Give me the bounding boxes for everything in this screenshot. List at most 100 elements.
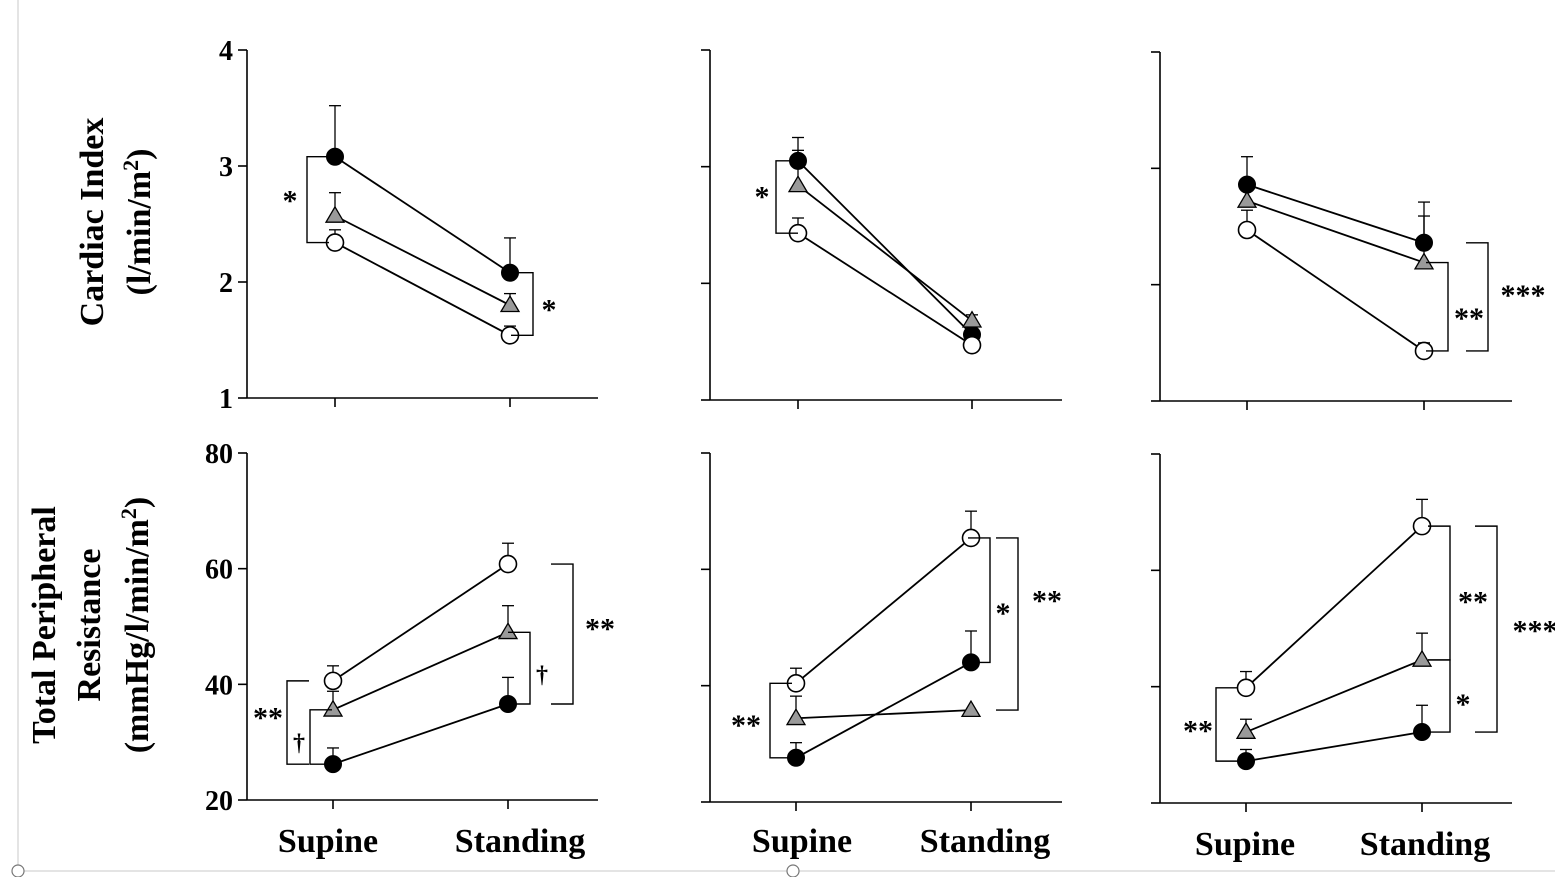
series-line xyxy=(334,215,511,307)
series-line xyxy=(1245,731,1423,763)
category-label-standing: Standing xyxy=(920,823,1050,860)
data-point-gray-triangle xyxy=(961,310,983,328)
y-tick-label: 80 xyxy=(205,439,233,470)
series-line xyxy=(797,232,973,346)
series-line xyxy=(1246,200,1425,264)
resize-handle[interactable] xyxy=(11,864,25,877)
data-point-open-circle xyxy=(1412,516,1432,536)
data-point-open-circle xyxy=(1237,220,1257,240)
significance-label: ** xyxy=(585,613,615,646)
data-point-gray-triangle xyxy=(1411,649,1433,667)
series-line xyxy=(795,537,972,685)
significance-bracket xyxy=(1428,525,1451,661)
significance-bracket xyxy=(309,709,332,765)
chart-panel-bottom-left: 20 40 60 80 ** † † ** xyxy=(205,439,615,817)
data-point-open-circle xyxy=(323,671,343,691)
data-point-filled-circle xyxy=(1238,175,1256,194)
data-point-open-circle xyxy=(325,233,345,252)
significance-label: ** xyxy=(253,702,283,735)
y-tick-label: 1 xyxy=(219,384,233,415)
significance-bracket xyxy=(996,537,1019,711)
y-tick-label: 2 xyxy=(219,268,233,299)
series-line xyxy=(1245,525,1423,689)
data-point-gray-triangle xyxy=(787,175,809,193)
data-point-gray-triangle xyxy=(324,205,346,223)
data-point-gray-triangle xyxy=(1235,721,1257,739)
y-tick-label: 4 xyxy=(219,36,233,67)
data-point-open-circle xyxy=(962,335,982,355)
significance-label: ** xyxy=(731,709,761,742)
y-tick-label: 40 xyxy=(205,670,233,701)
series-line xyxy=(332,703,509,765)
ylabel-bottom-line1: Total Peripheral xyxy=(26,506,63,744)
data-point-filled-circle xyxy=(1413,723,1431,742)
data-point-gray-triangle xyxy=(1413,252,1435,270)
significance-label: * xyxy=(996,597,1011,630)
data-point-filled-circle xyxy=(326,147,344,166)
category-label-supine: Supine xyxy=(278,823,378,860)
ylabel-top-line2: (l/min/m2) xyxy=(118,149,158,296)
category-label-supine: Supine xyxy=(1195,826,1295,863)
ylabel-bottom-line2: Resistance xyxy=(71,549,108,702)
significance-label: * xyxy=(755,181,770,214)
series-line xyxy=(797,184,973,322)
significance-label: ** xyxy=(1454,302,1484,335)
series-line xyxy=(1245,659,1423,733)
significance-bracket xyxy=(551,563,574,705)
series-line xyxy=(795,661,972,759)
series-line xyxy=(332,631,509,711)
category-label-standing: Standing xyxy=(1360,826,1490,863)
significance-bracket xyxy=(1475,525,1498,733)
significance-label: * xyxy=(1456,688,1471,721)
significance-label: * xyxy=(542,294,557,327)
series-line xyxy=(797,160,973,336)
series-line xyxy=(1246,183,1425,244)
y-tick-label: 60 xyxy=(205,555,233,586)
ylabel-top-line1: Cardiac Index xyxy=(74,118,111,327)
data-point-gray-triangle xyxy=(497,622,519,640)
ylabel-bottom-line3: (mmHg/l/min/m2) xyxy=(116,497,156,754)
significance-label: ** xyxy=(1032,584,1062,617)
significance-label: † xyxy=(536,662,548,688)
significance-bracket xyxy=(968,537,991,664)
chart-panel-top-middle: * xyxy=(701,49,1062,409)
data-point-filled-circle xyxy=(1237,752,1255,771)
significance-bracket xyxy=(769,682,792,759)
resize-handle[interactable] xyxy=(786,864,800,877)
series-line xyxy=(332,563,509,682)
significance-bracket xyxy=(1428,659,1451,733)
significance-label: * xyxy=(283,184,298,217)
data-point-gray-triangle xyxy=(322,699,344,717)
data-point-filled-circle xyxy=(1415,233,1433,252)
chart-panel-top-left: 1 2 3 4 * * xyxy=(219,36,598,415)
y-tick-label: 20 xyxy=(205,786,233,817)
data-point-gray-triangle xyxy=(960,699,982,718)
significance-bracket xyxy=(286,680,309,765)
chart-panel-top-right: ***** xyxy=(1151,51,1546,410)
significance-bracket xyxy=(306,156,329,244)
significance-label: ** xyxy=(1458,585,1488,618)
data-point-gray-triangle xyxy=(785,707,807,726)
y-tick-label: 3 xyxy=(219,152,233,183)
chart-panel-bottom-right: ******** xyxy=(1151,453,1555,812)
significance-bracket xyxy=(1426,261,1449,352)
data-point-open-circle xyxy=(1236,678,1256,698)
series-line xyxy=(334,241,511,337)
significance-label: † xyxy=(293,731,305,757)
chart-panel-bottom-middle: *** ** xyxy=(701,452,1062,811)
significance-label: *** xyxy=(1501,279,1546,312)
series-line xyxy=(1246,229,1425,352)
series-line xyxy=(795,709,972,720)
significance-bracket xyxy=(508,631,531,705)
significance-label: ** xyxy=(1183,715,1213,748)
data-point-open-circle xyxy=(498,554,518,574)
series-line xyxy=(334,155,511,274)
significance-bracket xyxy=(1215,687,1238,762)
significance-bracket xyxy=(775,160,798,234)
significance-bracket xyxy=(1466,242,1489,352)
category-label-standing: Standing xyxy=(455,823,585,860)
data-point-gray-triangle xyxy=(1236,190,1258,208)
category-label-supine: Supine xyxy=(752,823,852,860)
